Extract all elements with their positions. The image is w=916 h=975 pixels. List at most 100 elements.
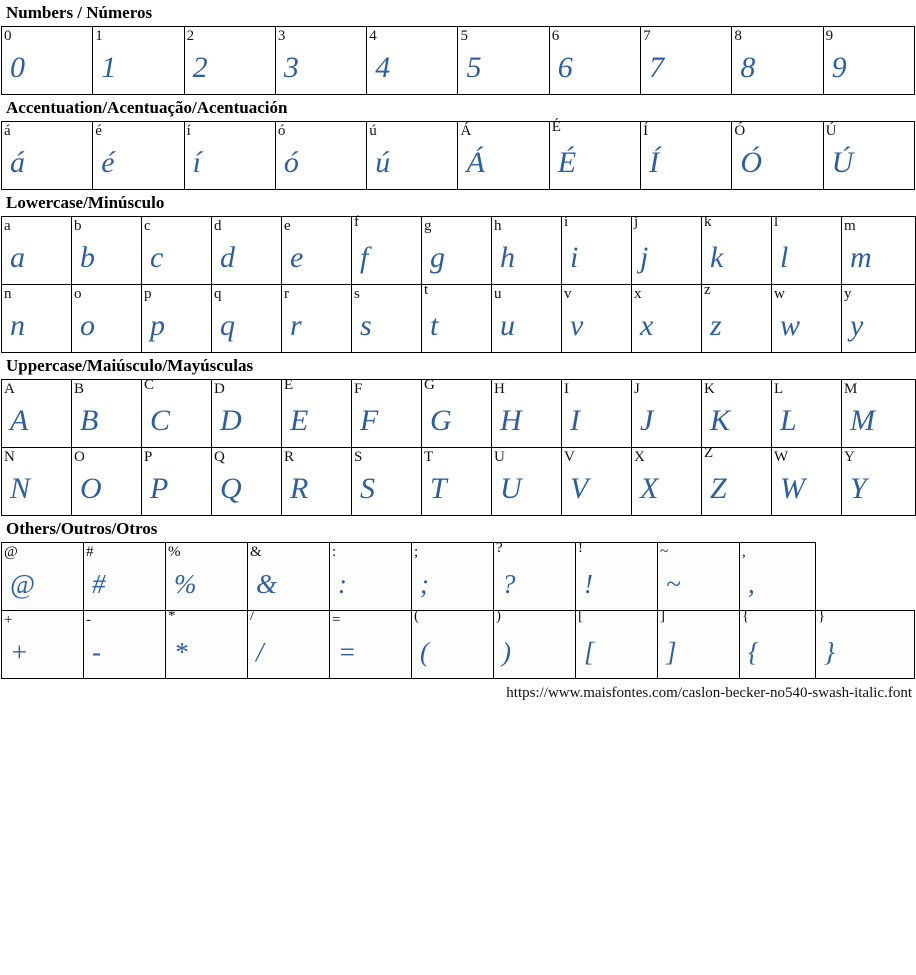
glyph-character-label: 0 <box>4 28 12 44</box>
glyph-cell[interactable]: !! <box>575 540 658 611</box>
glyph-cell[interactable]: @ @ <box>1 542 84 611</box>
glyph-cell[interactable]: ;; <box>411 542 494 611</box>
glyph-cell[interactable]: }} <box>815 608 915 679</box>
glyph-cell[interactable]: * * <box>165 608 248 679</box>
glyph-cell[interactable]: # # <box>83 542 166 611</box>
glyph-cell[interactable]: {{ <box>739 608 816 679</box>
glyph-cell[interactable]: %% <box>165 542 248 611</box>
glyph-cell[interactable]: / / <box>247 608 330 679</box>
glyph-cell[interactable]: ?? <box>493 540 576 611</box>
glyph-cell[interactable]: ]] <box>657 608 740 679</box>
glyph-sample: Q <box>220 472 242 505</box>
glyph-cell[interactable]: )) <box>493 608 576 679</box>
glyph-cell[interactable]: (( <box>411 608 494 679</box>
glyph-cell[interactable]: :: <box>329 542 412 611</box>
glyph-character-label: / <box>250 608 255 624</box>
glyph-cell[interactable]: [[ <box>575 608 658 679</box>
glyph-cell[interactable]: = = <box>329 610 412 679</box>
glyph-cell[interactable]: + + <box>1 610 84 679</box>
glyph-cell[interactable]: & & <box>247 542 330 611</box>
glyph-cell[interactable]: ~ ~ <box>657 542 740 611</box>
glyph-cell[interactable]: -- <box>83 610 166 679</box>
glyph-cell[interactable]: ,, <box>739 542 816 611</box>
